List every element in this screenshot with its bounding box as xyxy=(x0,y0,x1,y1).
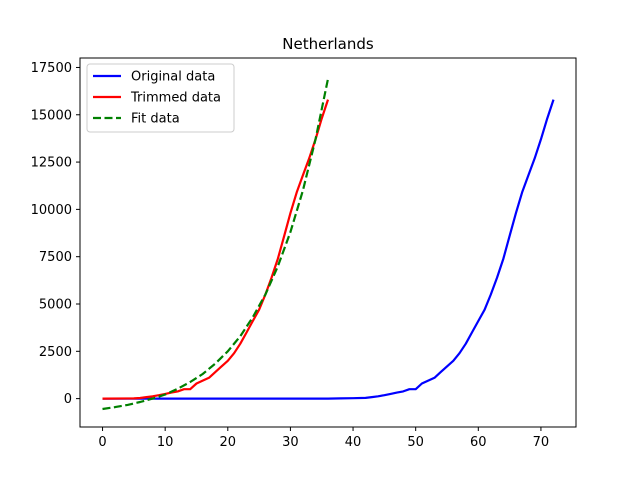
legend-label: Trimmed data xyxy=(130,91,221,106)
y-tick-label: 10000 xyxy=(31,203,72,218)
x-axis: 0 10 20 30 40 50 60 70 xyxy=(98,427,549,450)
legend: Original data Trimmed data Fit data xyxy=(86,63,235,133)
x-tick-label: 70 xyxy=(533,435,550,450)
series-layer xyxy=(102,78,555,411)
y-tick-label: 0 xyxy=(64,392,72,407)
y-tick-label: 5000 xyxy=(39,298,72,313)
y-tick-label: 2500 xyxy=(39,345,72,360)
y-tick-label: 17500 xyxy=(31,61,72,76)
x-tick-label: 20 xyxy=(220,435,237,450)
axes-frame xyxy=(79,57,577,428)
legend-label: Fit data xyxy=(131,112,180,127)
x-tick-label: 30 xyxy=(282,435,299,450)
x-tick-label: 60 xyxy=(470,435,487,450)
x-tick-label: 10 xyxy=(157,435,174,450)
x-tick-label: 0 xyxy=(98,435,106,450)
legend-box xyxy=(86,63,235,133)
series-line-fit-data xyxy=(102,78,330,411)
y-tick-label: 15000 xyxy=(31,108,72,123)
y-axis: 0 2500 5000 7500 10000 12500 15000 17500 xyxy=(31,61,80,407)
legend-label: Original data xyxy=(131,70,215,85)
x-tick-label: 50 xyxy=(407,435,424,450)
chart-title: Netherlands xyxy=(282,35,374,53)
y-tick-label: 12500 xyxy=(31,156,72,171)
x-tick-label: 40 xyxy=(345,435,362,450)
series-line-original-data xyxy=(102,99,555,400)
y-tick-label: 7500 xyxy=(39,250,72,265)
